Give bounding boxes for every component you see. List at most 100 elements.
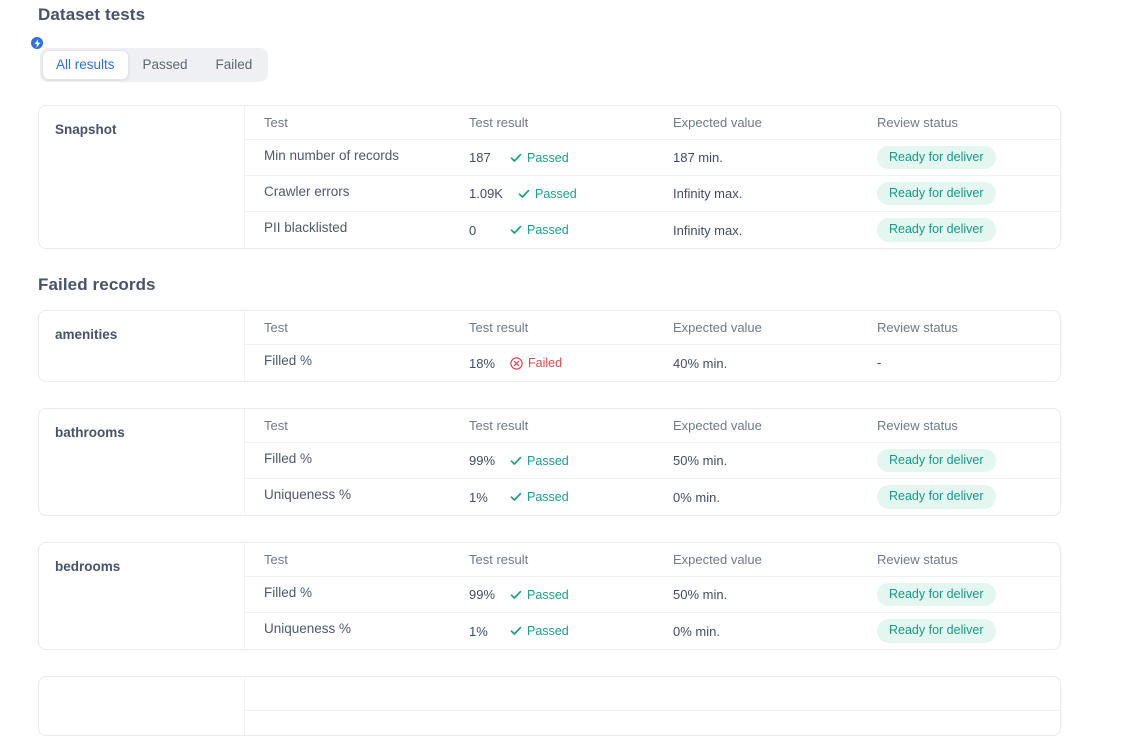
expected-value: 50% min. bbox=[673, 453, 728, 468]
column-header-test-result: Test result bbox=[469, 418, 529, 433]
test-result-value: 1.09K bbox=[469, 186, 503, 201]
expected-value: Infinity max. bbox=[673, 186, 743, 201]
failed-circle-x-icon bbox=[510, 356, 523, 370]
table-body: Min number of records 187 Passed 187 min… bbox=[245, 140, 1060, 248]
column-header-review-status: Review status bbox=[877, 552, 958, 567]
results-filter: All results Passed Failed bbox=[31, 37, 269, 82]
test-result-value: 1% bbox=[469, 623, 488, 639]
expected-value: 0% min. bbox=[673, 489, 720, 505]
expected-value: 50% min. bbox=[673, 587, 728, 602]
tab-failed[interactable]: Failed bbox=[202, 50, 267, 80]
test-status: Passed bbox=[510, 454, 569, 468]
review-status-text: - bbox=[877, 355, 882, 370]
tab-passed[interactable]: Passed bbox=[129, 50, 202, 80]
test-name: Uniqueness % bbox=[264, 621, 352, 636]
test-result-cell: 99% Passed bbox=[469, 453, 673, 468]
test-status: Failed bbox=[510, 356, 562, 370]
test-status: Passed bbox=[510, 151, 569, 165]
column-header-expected-value: Expected value bbox=[673, 418, 762, 433]
dataset-name: Snapshot bbox=[55, 122, 117, 137]
check-icon bbox=[510, 153, 522, 163]
dataset-name: bathrooms bbox=[55, 425, 125, 440]
expected-value: 40% min. bbox=[673, 355, 728, 371]
test-result-cell: 187 Passed bbox=[469, 150, 673, 165]
sections-container: Snapshot Test Test result Expected value… bbox=[0, 105, 1135, 736]
test-status: Passed bbox=[510, 588, 569, 602]
review-status-badge: Ready for deliver bbox=[877, 448, 996, 473]
info-lightning-icon[interactable] bbox=[31, 37, 43, 49]
expected-value: 0% min. bbox=[673, 623, 720, 639]
expected-value: 187 min. bbox=[673, 150, 723, 165]
column-header-test-result: Test result bbox=[469, 115, 529, 130]
table-body: Filled % 99% Passed 50% min. Ready for d… bbox=[245, 577, 1060, 649]
dataset-card: bathrooms Test Test result Expected valu… bbox=[38, 408, 1061, 516]
test-row: Filled % 99% Passed 50% min. Ready for d… bbox=[245, 577, 1060, 613]
test-name: Filled % bbox=[264, 585, 313, 600]
check-icon bbox=[510, 590, 522, 600]
page-title: Dataset tests bbox=[38, 5, 146, 24]
review-status-badge: Ready for deliver bbox=[877, 485, 996, 509]
dataset-card: amenities Test Test result Expected valu… bbox=[38, 310, 1061, 382]
test-result-cell: 0 Passed bbox=[469, 223, 673, 238]
test-result-cell: 99% Passed bbox=[469, 587, 673, 602]
dataset-test-table: Test Test result Expected value Review s… bbox=[245, 409, 1060, 515]
table-header-row: Test Test result Expected value Review s… bbox=[245, 409, 1060, 443]
test-row: Min number of records 187 Passed 187 min… bbox=[245, 140, 1060, 176]
test-result-value: 18% bbox=[469, 355, 496, 371]
dataset-test-table bbox=[245, 677, 1060, 735]
check-icon bbox=[518, 189, 530, 199]
dataset-card: bedrooms Test Test result Expected value… bbox=[38, 542, 1061, 650]
review-status-cell: Ready for deliver bbox=[877, 582, 1060, 607]
expected-value: Infinity max. bbox=[673, 222, 743, 238]
column-header-review-status: Review status bbox=[877, 320, 958, 335]
test-name: Crawler errors bbox=[264, 184, 350, 199]
check-icon bbox=[510, 225, 522, 235]
test-row: Uniqueness % 1% Passed 0% min. Ready for… bbox=[245, 613, 1060, 649]
test-name: Uniqueness % bbox=[264, 487, 352, 502]
dataset-test-table: Test Test result Expected value Review s… bbox=[245, 543, 1060, 649]
test-result-cell: 1% Passed bbox=[469, 624, 673, 639]
review-status-badge: Ready for deliver bbox=[877, 145, 996, 170]
table-header-row: Test Test result Expected value Review s… bbox=[245, 106, 1060, 140]
column-header-review-status: Review status bbox=[877, 115, 958, 130]
test-name: Min number of records bbox=[264, 148, 400, 163]
test-status: Passed bbox=[510, 490, 569, 504]
dataset-card-left: bedrooms bbox=[39, 543, 245, 649]
test-result-value: 1% bbox=[469, 489, 488, 505]
column-header-expected-value: Expected value bbox=[673, 115, 762, 130]
column-header-review-status: Review status bbox=[877, 418, 958, 433]
test-result-value: 187 bbox=[469, 150, 491, 165]
dataset-name: bedrooms bbox=[55, 559, 121, 574]
column-header-test: Test bbox=[264, 552, 288, 567]
table-header-row bbox=[245, 677, 1060, 711]
review-status-cell: Ready for deliver bbox=[877, 448, 1060, 473]
tab-all-results[interactable]: All results bbox=[42, 49, 129, 81]
test-status: Passed bbox=[510, 223, 569, 237]
test-name: PII blacklisted bbox=[264, 220, 348, 235]
column-header-test-result: Test result bbox=[469, 552, 529, 567]
column-header-expected-value: Expected value bbox=[673, 320, 762, 335]
check-icon bbox=[510, 456, 522, 466]
table-body: Filled % 18% Failed 40% min. - bbox=[245, 345, 1060, 381]
dataset-test-table: Test Test result Expected value Review s… bbox=[245, 106, 1060, 248]
test-result-value: 99% bbox=[469, 587, 496, 602]
column-header-test: Test bbox=[264, 115, 288, 130]
dataset-card-left: amenities bbox=[39, 311, 245, 381]
column-header-test: Test bbox=[264, 418, 288, 433]
dataset-card-left: Snapshot bbox=[39, 106, 245, 248]
test-row: Filled % 99% Passed 50% min. Ready for d… bbox=[245, 443, 1060, 479]
review-status-badge: Ready for deliver bbox=[877, 181, 996, 206]
test-row: PII blacklisted 0 Passed Infinity max. R… bbox=[245, 212, 1060, 248]
test-status: Passed bbox=[510, 624, 569, 638]
dataset-card: Snapshot Test Test result Expected value… bbox=[38, 105, 1061, 249]
test-row: Filled % 18% Failed 40% min. - bbox=[245, 345, 1060, 381]
test-result-value: 0 bbox=[469, 222, 477, 238]
test-name: Filled % bbox=[264, 353, 313, 368]
dataset-card-left: bathrooms bbox=[39, 409, 245, 515]
tab-group: All results Passed Failed bbox=[40, 48, 269, 82]
column-header-test-result: Test result bbox=[469, 320, 529, 335]
test-status: Passed bbox=[518, 187, 577, 201]
review-status-badge: Ready for deliver bbox=[877, 218, 996, 242]
test-row: Crawler errors 1.09K Passed Infinity max… bbox=[245, 176, 1060, 212]
